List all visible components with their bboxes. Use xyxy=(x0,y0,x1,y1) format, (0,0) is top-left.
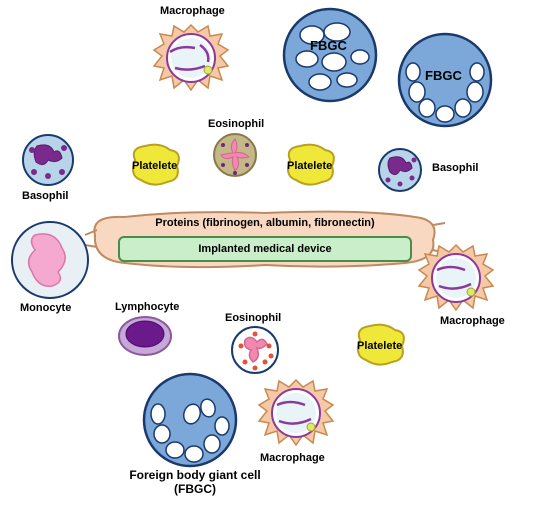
macrophage-bottom xyxy=(255,375,337,457)
basophil-right xyxy=(378,148,422,192)
protein-label: Proteins (fibrinogen, albumin, fibronect… xyxy=(105,217,425,229)
platelete-2-label: Platelete xyxy=(287,160,332,172)
eosinophil-top-label: Eosinophil xyxy=(208,118,264,130)
basophil-right-label: Basophil xyxy=(432,162,478,174)
lymphocyte xyxy=(118,315,172,357)
fbgc-label-2: FBGC xyxy=(425,68,462,83)
basophil-left xyxy=(22,134,74,186)
macrophage-right-label: Macrophage xyxy=(440,315,505,327)
fbgc-cell-1 xyxy=(282,7,378,103)
monocyte-label: Monocyte xyxy=(20,302,71,314)
macrophage-top-label: Macrophage xyxy=(160,5,225,17)
fbgc-bottom-label: Foreign body giant cell (FBGC) xyxy=(120,468,270,497)
macrophage-bottom-label: Macrophage xyxy=(260,452,325,464)
lymphocyte-label: Lymphocyte xyxy=(115,301,179,313)
monocyte xyxy=(10,220,90,300)
platelete-1-label: Platelete xyxy=(132,160,177,172)
platelete-3-label: Platelete xyxy=(357,340,402,352)
macrophage-top xyxy=(150,20,232,102)
eosinophil-mid-label: Eosinophil xyxy=(225,312,281,324)
implanted-device: Implanted medical device xyxy=(118,236,412,262)
fbgc-label-1: FBGC xyxy=(310,38,347,53)
basophil-left-label: Basophil xyxy=(22,190,68,202)
eosinophil-mid xyxy=(231,326,279,374)
fbgc-cell-bottom xyxy=(142,372,238,468)
eosinophil-top xyxy=(213,133,257,177)
macrophage-right xyxy=(415,240,497,322)
